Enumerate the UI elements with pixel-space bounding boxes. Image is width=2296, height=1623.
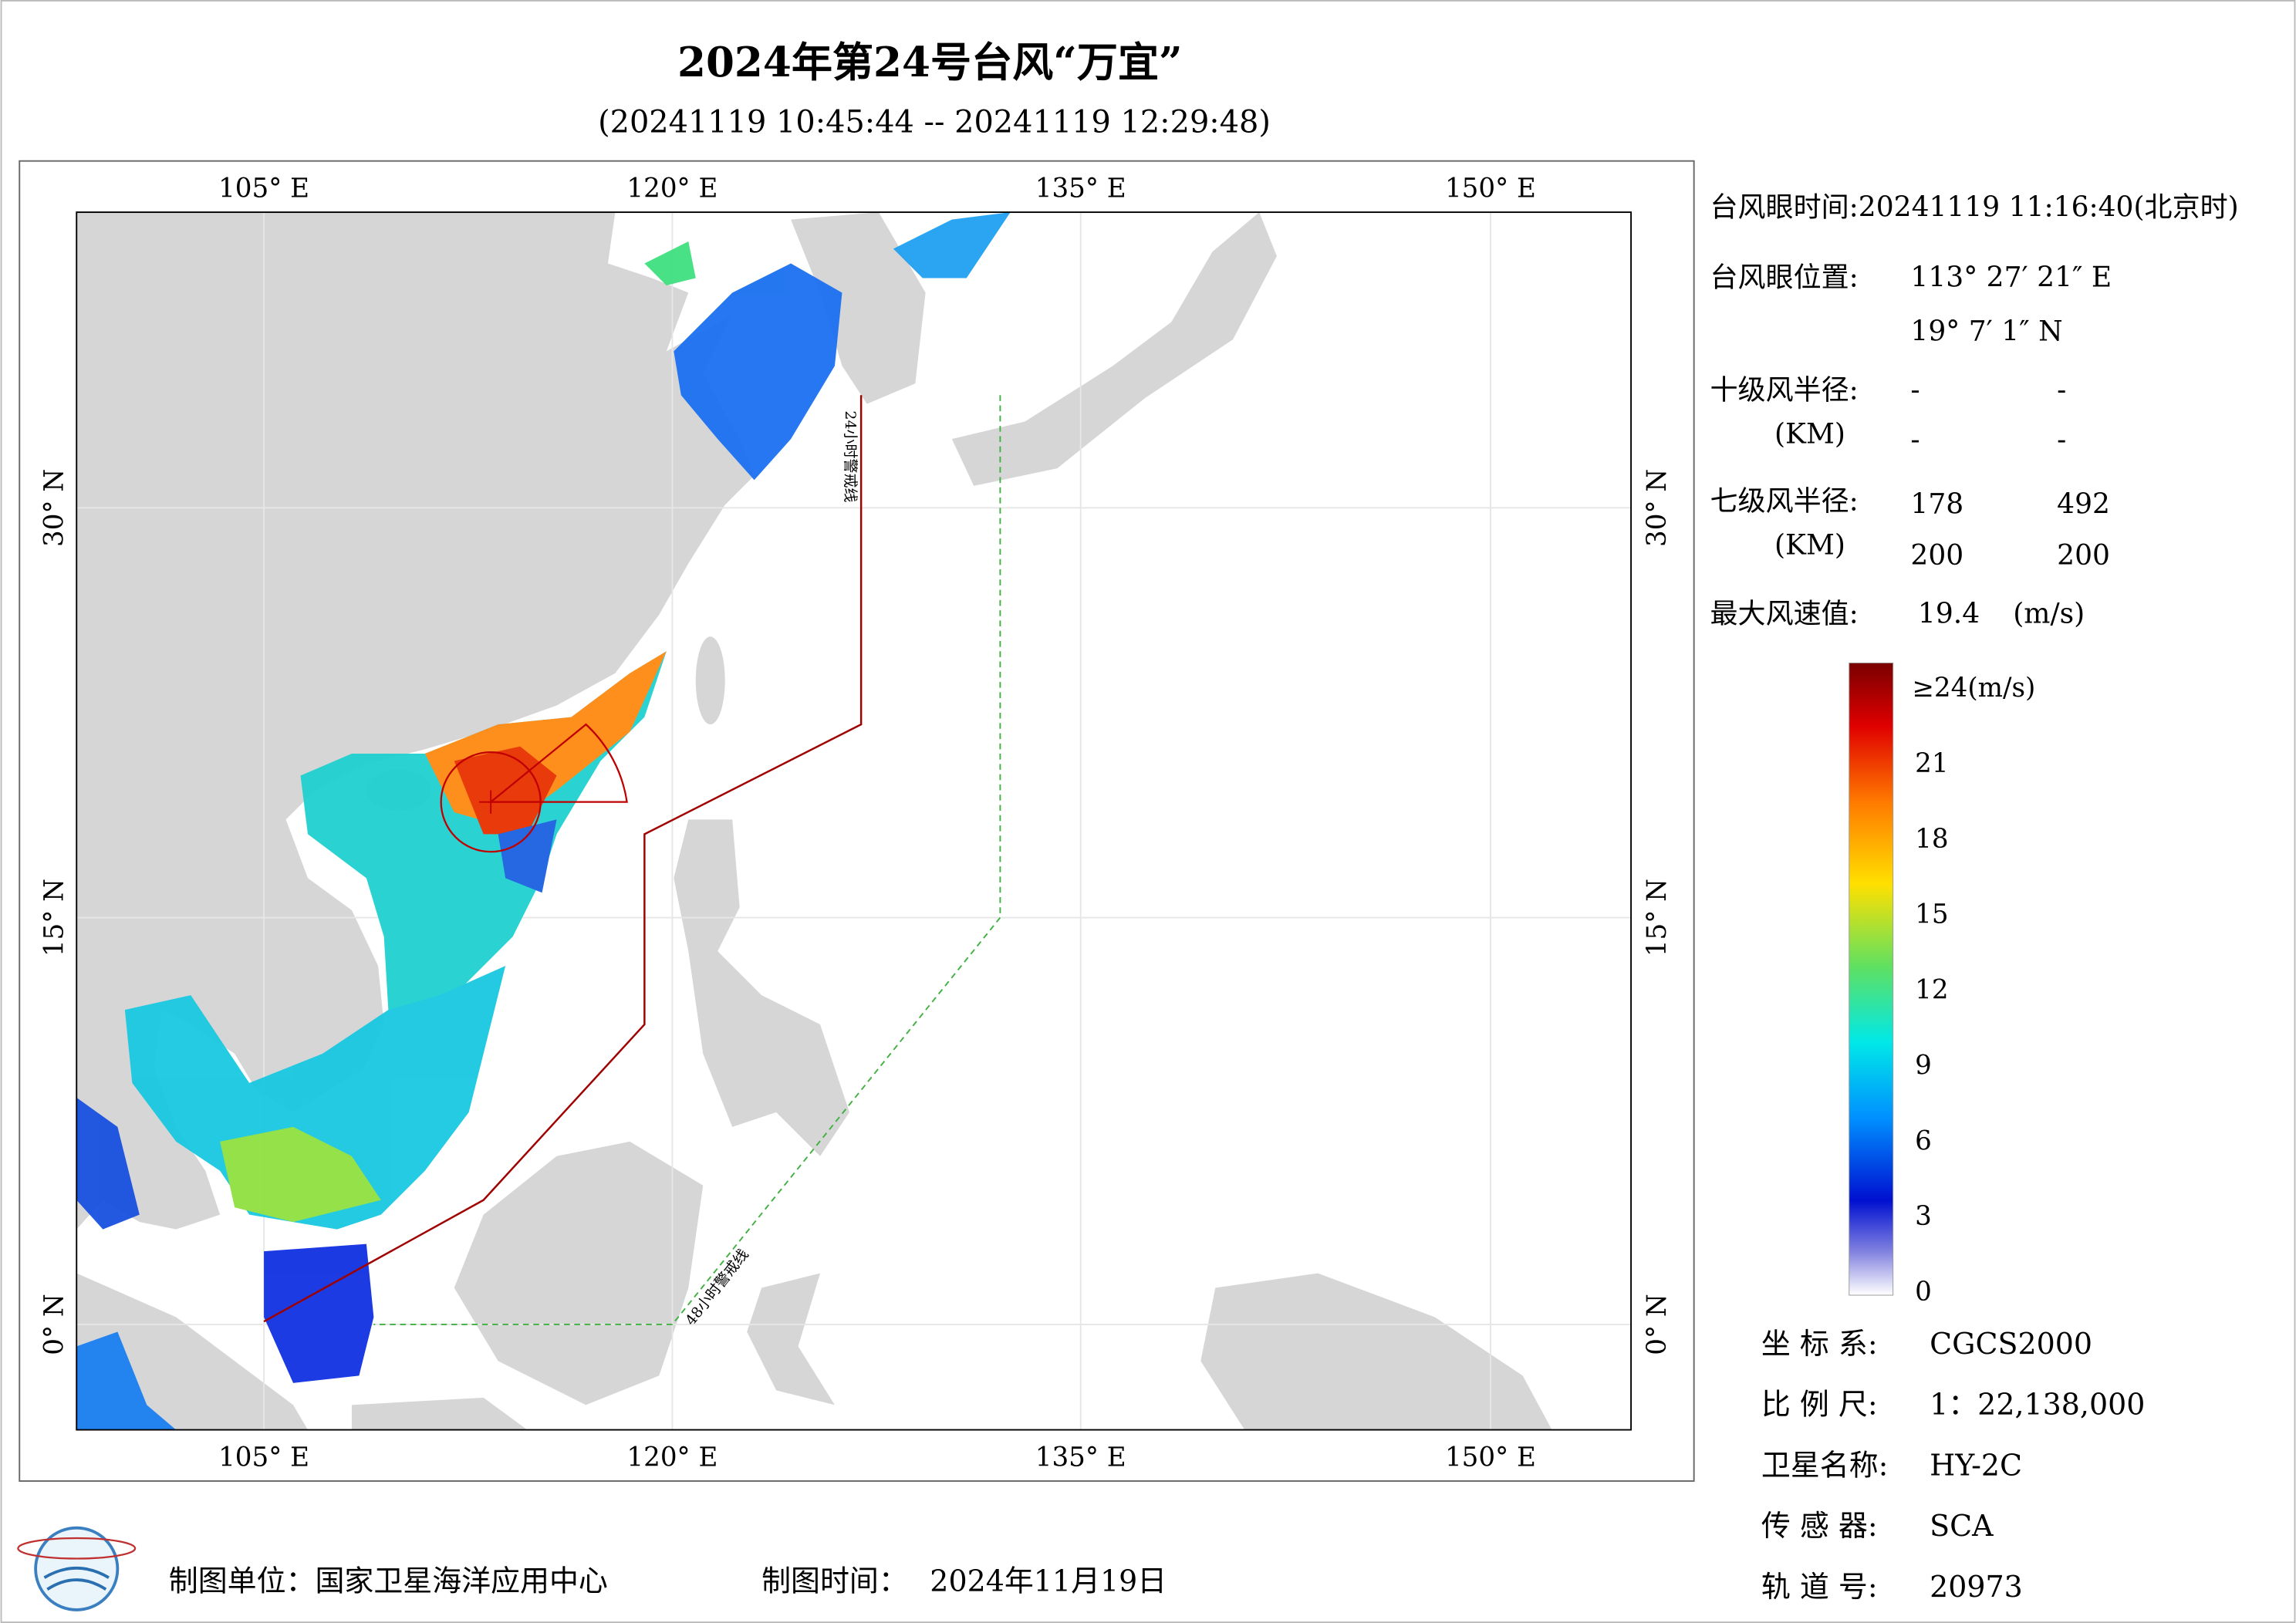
lon-label: 150° E (1445, 1442, 1536, 1473)
eye-pos-label: 台风眼位置: (1710, 262, 1859, 293)
colorbar-tick-label: 9 (1915, 1050, 1932, 1081)
land (76, 212, 1552, 1430)
r10-label: 十级风半径: (1710, 374, 1859, 406)
footer-time-label: 制图时间： (761, 1564, 908, 1598)
max-value: 19.4 (1918, 599, 1980, 630)
warning-label-24h: 24小时警戒线 (842, 410, 859, 502)
lat-label: 15° N (1642, 879, 1673, 957)
subtitle: (20241119 10:45:44 -- 20241119 12:29:48) (598, 104, 1271, 140)
footer-time-value: 2024年11月19日 (930, 1564, 1167, 1598)
lon-label: 135° E (1035, 174, 1126, 204)
r10-value: - (1910, 424, 1920, 456)
eye-time: 台风眼时间:20241119 11:16:40(北京时) (1710, 191, 2239, 223)
r7-value: 200 (2057, 540, 2110, 572)
map: 24小时警戒线 48小时警戒线 (76, 212, 1632, 1430)
r7-value: 200 (1910, 540, 1963, 572)
lat-label: 0° N (39, 1294, 70, 1355)
meta-value: HY-2C (1930, 1448, 2022, 1482)
eye-lat: 19° 7′ 1″ N (1910, 316, 2062, 348)
r10-unit: (KM) (1774, 418, 1845, 450)
colorbar-tick-label: 6 (1915, 1125, 1932, 1156)
r7-value: 492 (2057, 488, 2110, 520)
title: 2024年第24号台风“万宜” (677, 38, 1183, 86)
meta-value: SCA (1930, 1509, 1994, 1543)
r10-value: - (2057, 424, 2066, 456)
meta-value: 1：22,138,000 (1930, 1388, 2145, 1422)
colorbar-tick-label: 12 (1915, 975, 1948, 1006)
eye-lon: 113° 27′ 21″ E (1910, 262, 2112, 293)
colorbar-tick-label: 0 (1915, 1277, 1932, 1308)
max-label: 最大风速值: (1710, 599, 1859, 630)
meta-label: 传 感 器: (1761, 1509, 1878, 1543)
warning-line-24h (263, 395, 863, 1323)
meta-label: 比 例 尺: (1761, 1388, 1878, 1422)
colorbar (1849, 662, 1894, 1296)
meta-label: 坐 标 系: (1761, 1327, 1878, 1361)
lon-label: 120° E (626, 1442, 718, 1473)
colorbar-top-label: ≥24(m/s) (1912, 673, 2035, 704)
lon-label: 135° E (1035, 1442, 1126, 1473)
info-panel: 台风眼时间:20241119 11:16:40(北京时) 台风眼位置: 113°… (1710, 191, 2239, 629)
lat-label: 0° N (1642, 1294, 1673, 1355)
meta-value: 20973 (1930, 1570, 2023, 1604)
logo (17, 1526, 137, 1611)
warning-line-48h (373, 395, 1001, 1325)
lat-label: 15° N (39, 879, 70, 957)
lon-label: 120° E (626, 174, 718, 204)
colorbar-tick-label: 15 (1915, 899, 1948, 930)
meta-value: CGCS2000 (1930, 1327, 2092, 1361)
colorbar-tick-label: 3 (1915, 1201, 1932, 1232)
r7-unit: (KM) (1774, 530, 1845, 562)
max-unit: (m/s) (2013, 599, 2085, 630)
meta-label: 卫星名称: (1761, 1448, 1889, 1482)
r10-value: - (2057, 374, 2066, 406)
plot-frame (76, 211, 1633, 1431)
map-frame (19, 160, 1695, 1482)
r10-value: - (1910, 374, 1920, 406)
r7-value: 178 (1910, 488, 1963, 520)
lon-label: 105° E (218, 174, 309, 204)
lat-label: 30° N (39, 469, 70, 547)
footer-unit: 制图单位：国家卫星海洋应用中心 (169, 1564, 608, 1598)
r7-label: 七级风半径: (1710, 486, 1859, 518)
lon-label: 150° E (1445, 174, 1536, 204)
typhoon-center (440, 723, 628, 853)
wind-field (76, 212, 1011, 1430)
lon-label: 105° E (218, 1442, 309, 1473)
colorbar-tick-label: 21 (1915, 748, 1948, 779)
lat-label: 30° N (1642, 469, 1673, 547)
meta-label: 轨 道 号: (1761, 1570, 1878, 1604)
colorbar-tick-label: 18 (1915, 824, 1948, 855)
